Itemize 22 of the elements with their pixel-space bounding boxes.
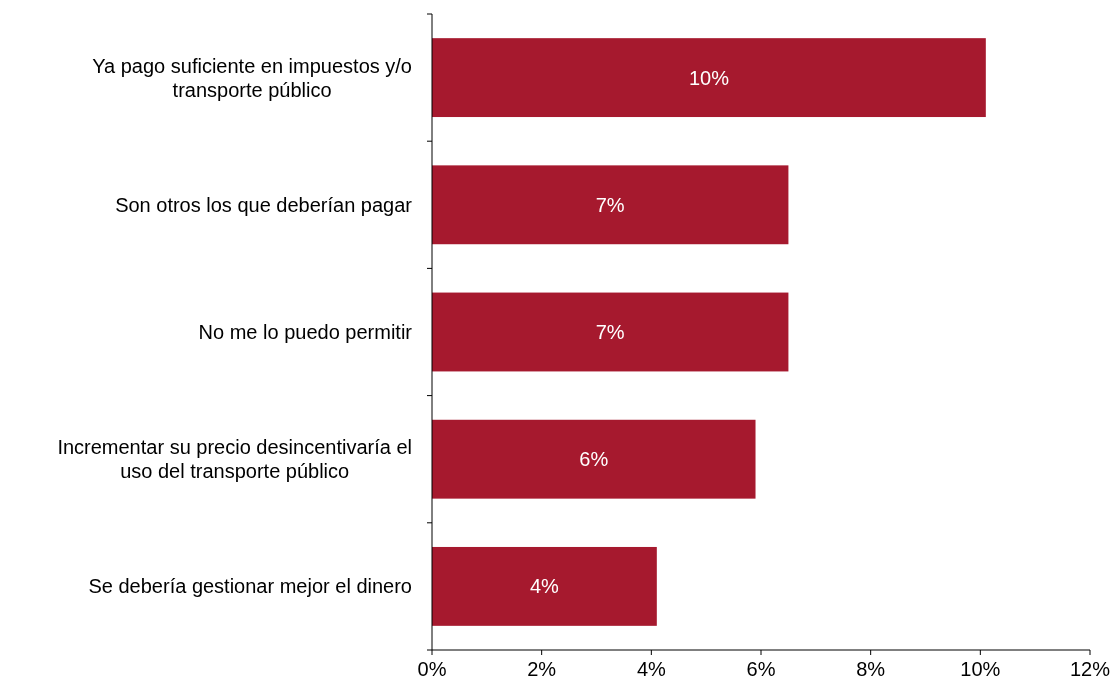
x-tick-label: 10% — [960, 658, 1001, 680]
x-tick-label: 12% — [1069, 658, 1111, 680]
bar — [432, 38, 986, 118]
data-label: 7% — [595, 193, 625, 216]
x-tick-label: 8% — [856, 658, 886, 680]
data-label: 7% — [595, 321, 625, 343]
y-tick-label: Incrementar su precio desincentivaría el uso del transporte público — [57, 436, 412, 483]
data-label: 10% — [688, 66, 730, 89]
y-tick-label: Son otros los que deberían pagar — [115, 193, 413, 216]
x-tick-label: 2% — [527, 658, 557, 680]
bar — [432, 165, 789, 245]
bar — [432, 546, 657, 626]
data-label: 4% — [529, 575, 560, 598]
y-tick-label: Ya pago suficiente en impuestos y/o transporte público — [92, 54, 412, 101]
y-tick-label: No me lo puedo permitir — [198, 321, 413, 343]
x-tick-label: 6% — [746, 658, 776, 680]
data-label: 6% — [579, 448, 609, 471]
y-tick-label: Se debería gestionar mejor el dinero — [88, 575, 412, 598]
x-tick-label: 0% — [417, 658, 447, 680]
bar — [432, 419, 756, 499]
bar — [432, 292, 789, 372]
x-tick-label: 4% — [636, 658, 666, 680]
